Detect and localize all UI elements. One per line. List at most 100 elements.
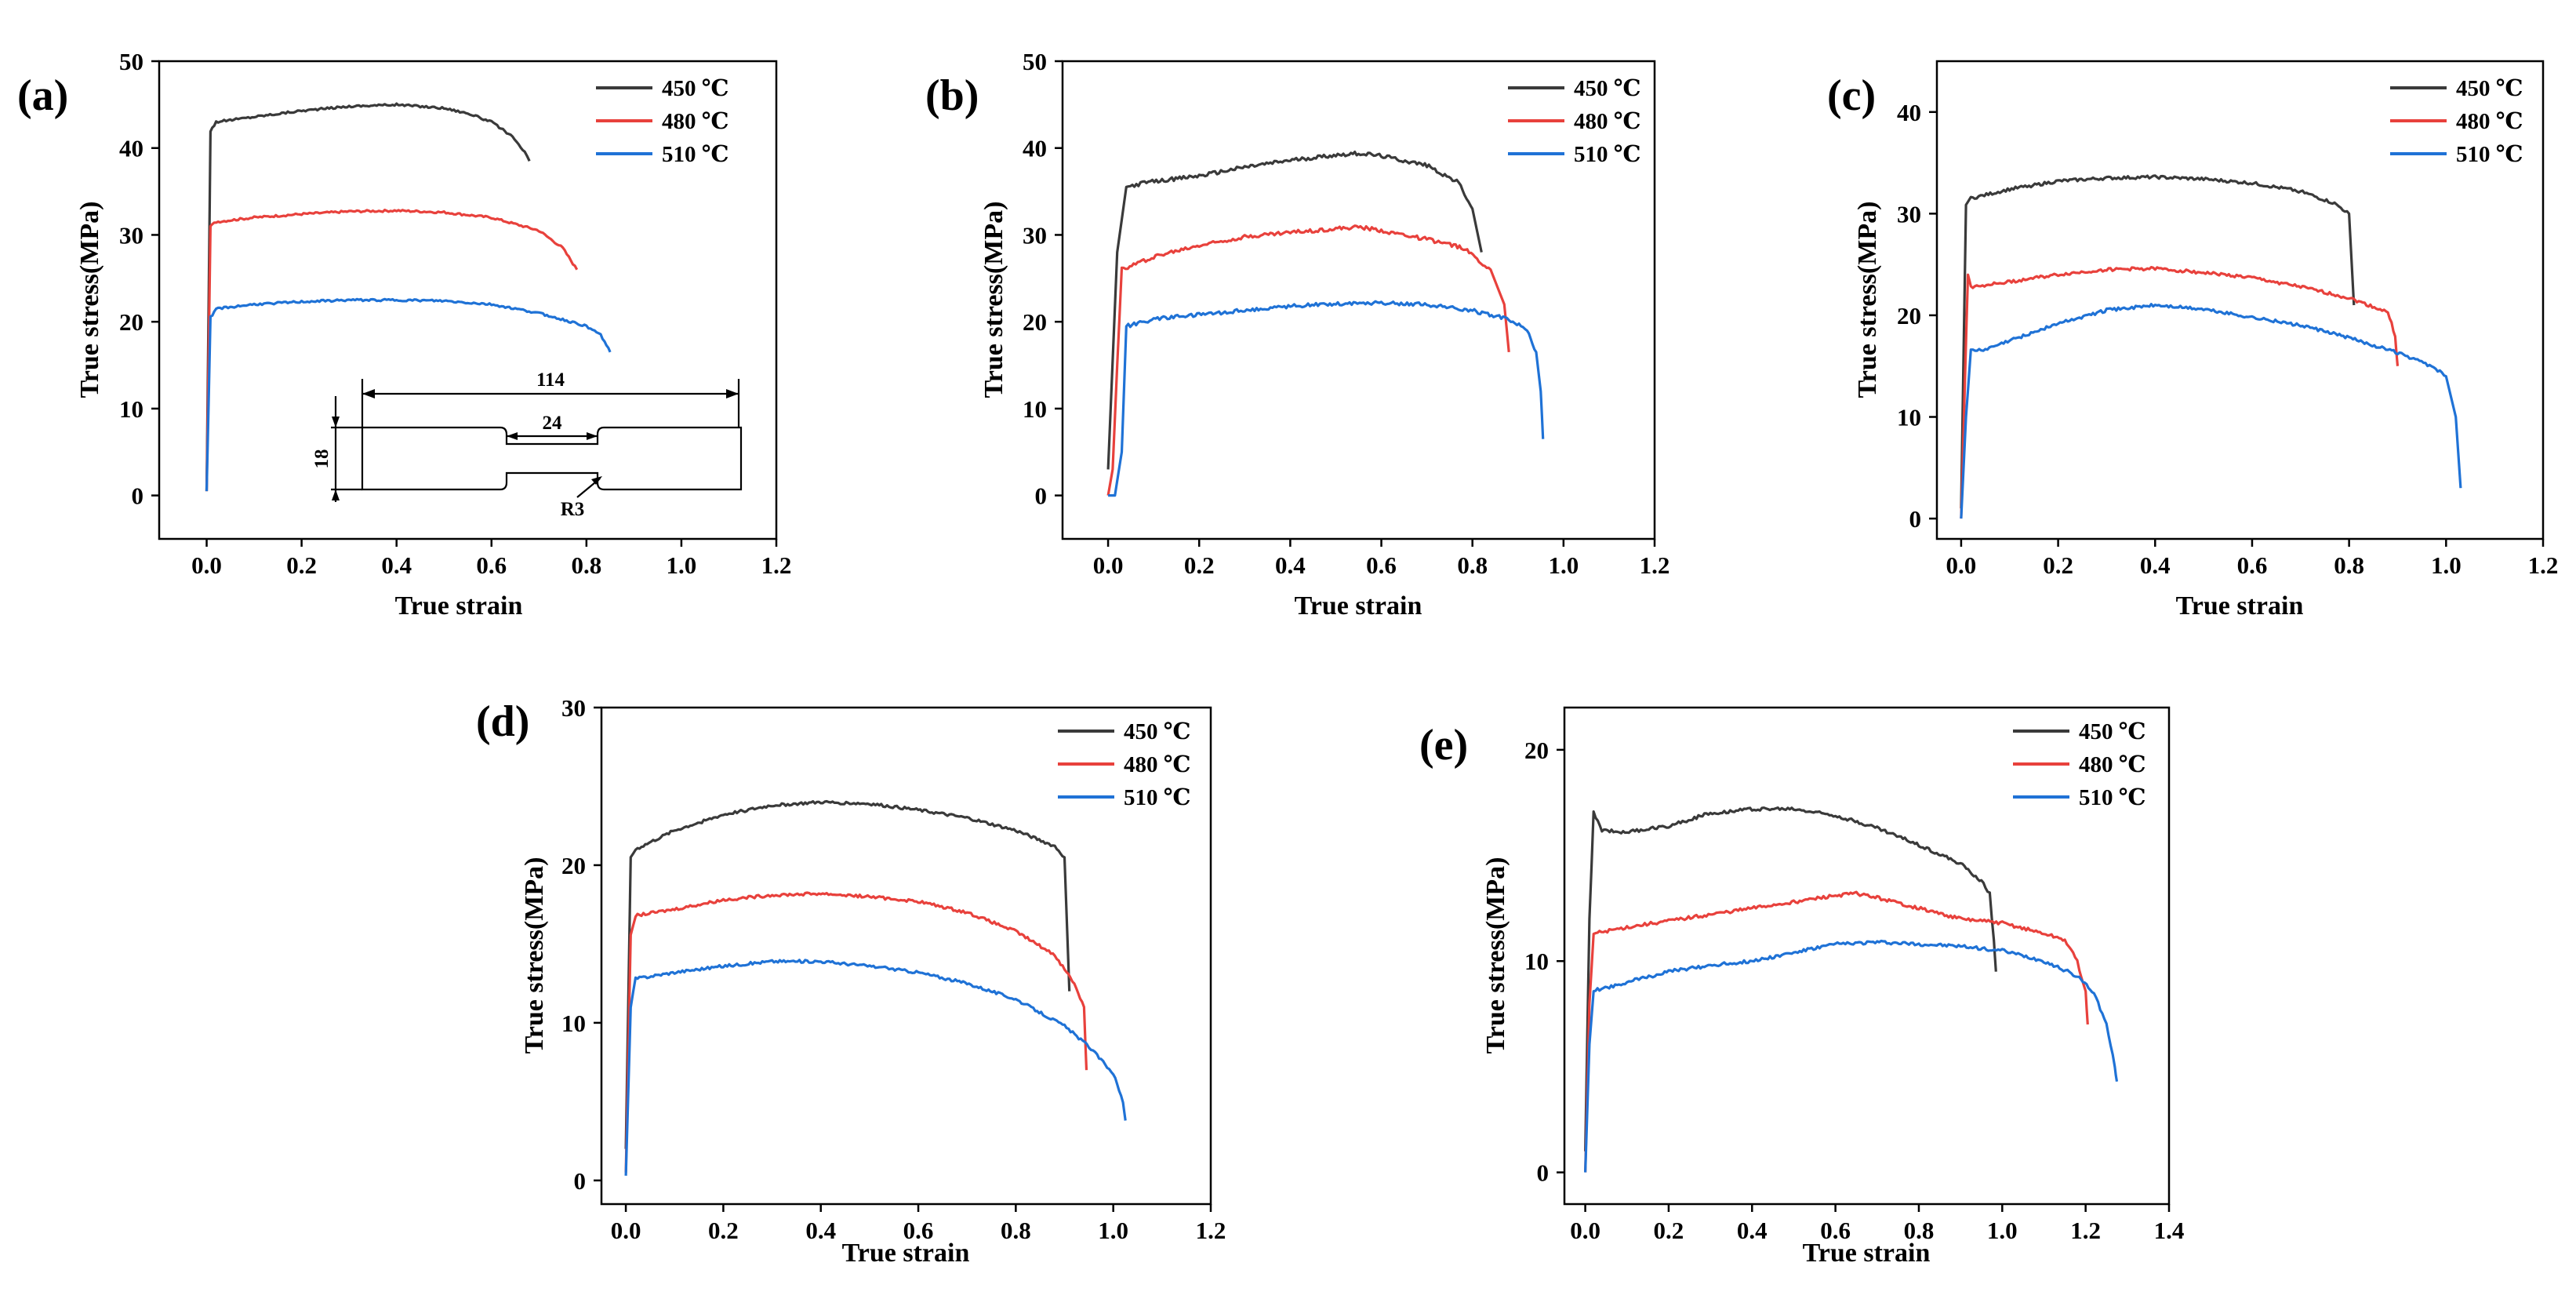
series-line-510	[1108, 300, 1545, 497]
x-tick-label: 0.2	[1654, 1217, 1684, 1244]
series-line-450	[1960, 174, 2356, 509]
y-tick-label: 0	[132, 482, 144, 510]
plot-frame	[1563, 706, 2171, 1206]
legend-label: 450 ℃	[662, 76, 729, 101]
x-axis-label: True strain	[2176, 591, 2304, 620]
x-tick-label: 0.6	[903, 1217, 934, 1244]
x-tick-label: 0.2	[1184, 551, 1215, 579]
x-tick-label: 1.2	[1640, 551, 1670, 579]
legend-label: 510 ℃	[1124, 785, 1191, 810]
radius-label: R3	[561, 499, 585, 520]
series-line-450	[205, 102, 531, 492]
x-tick-label: 0.0	[611, 1217, 641, 1244]
panel-letter: (d)	[476, 697, 529, 746]
x-tick-label: 0.0	[1946, 551, 1977, 579]
specimen-inset: 114 24 18 R3	[311, 369, 743, 520]
y-tick-label: 20	[119, 308, 144, 336]
x-tick-label: 0.0	[1093, 551, 1124, 579]
y-tick-label: 0	[1035, 482, 1048, 510]
x-tick-label: 1.2	[2070, 1217, 2101, 1244]
y-tick-label: 10	[119, 395, 144, 423]
panel-letter: (b)	[925, 71, 979, 120]
plot-frame	[1061, 60, 1656, 540]
radius-arrow	[591, 476, 602, 485]
legend-label: 510 ℃	[1574, 142, 1641, 167]
panel-a: (a) 0.0 0.2 0.4 0.6 0.8 1.0 1.2 0 10 20 30 40 50 True …	[17, 48, 791, 620]
dim-24-arrows	[507, 432, 598, 440]
y-axis-label: True stress(MPa)	[75, 202, 104, 398]
specimen-outline	[361, 426, 743, 491]
series-line-480	[1584, 890, 2089, 1173]
series-line-450	[624, 799, 1071, 1149]
x-tick-label: 0.0	[191, 551, 222, 579]
plot-frame	[158, 60, 778, 540]
y-tick-label: 20	[561, 852, 586, 879]
y-tick-label: 50	[119, 48, 144, 75]
x-tick-label: 0.6	[2237, 551, 2268, 579]
y-tick-label: 0	[574, 1167, 587, 1195]
x-tick-label: 0.4	[381, 551, 412, 579]
y-tick-label: 10	[1524, 948, 1549, 975]
dim-114-label: 114	[536, 369, 565, 391]
y-tick-label: 30	[1023, 221, 1047, 249]
y-axis-label: True stress(MPa)	[979, 202, 1008, 398]
series-line-480	[1960, 266, 2400, 519]
series-line-450	[1106, 151, 1483, 470]
legend-label: 480 ℃	[2079, 752, 2146, 777]
y-tick-label: 0	[1537, 1159, 1550, 1187]
y-tick-label: 10	[1897, 404, 1921, 431]
legend-label: 510 ℃	[662, 142, 729, 167]
y-tick-label: 20	[1897, 302, 1921, 329]
x-tick-label: 0.4	[1737, 1217, 1768, 1244]
x-axis-label: True strain	[395, 591, 523, 620]
y-tick-label: 30	[119, 221, 144, 249]
series-line-480	[205, 209, 579, 492]
panel-e: (e) 0.0 0.2 0.4 0.6 0.8 1.0 1.2 1.4 0 10 20 True str…	[1419, 706, 2184, 1268]
legend-label: 480 ℃	[2456, 109, 2523, 134]
x-tick-label: 1.0	[667, 551, 697, 579]
y-axis-label: True stress(MPa)	[1481, 857, 1510, 1054]
x-tick-label: 1.0	[2431, 551, 2462, 579]
x-tick-label: 0.6	[1366, 551, 1397, 579]
y-tick-label: 40	[1897, 99, 1921, 126]
legend-label: 480 ℃	[1574, 109, 1641, 134]
y-tick-label: 30	[1897, 200, 1921, 227]
y-tick-label: 40	[119, 135, 144, 162]
y-tick-label: 20	[1023, 308, 1047, 336]
y-tick-label: 20	[1524, 737, 1549, 764]
x-tick-label: 1.2	[761, 551, 792, 579]
x-tick-label: 0.6	[476, 551, 507, 579]
y-axis-label: True stress(MPa)	[520, 857, 549, 1054]
x-axis-label: True strain	[1295, 591, 1422, 620]
x-tick-label: 1.2	[2528, 551, 2559, 579]
x-tick-label: 0.4	[805, 1217, 836, 1244]
x-tick-label: 0.4	[1275, 551, 1306, 579]
series-line-480	[624, 891, 1088, 1173]
legend-label: 480 ℃	[1124, 752, 1191, 777]
series-line-510	[205, 297, 612, 492]
x-axis-label: True strain	[842, 1239, 970, 1268]
panel-letter: (a)	[17, 71, 68, 120]
series-line-510	[1584, 939, 2119, 1173]
legend-label: 450 ℃	[2079, 719, 2146, 744]
plot-frame	[1935, 60, 2545, 540]
series-line-510	[624, 959, 1127, 1176]
legend-label: 480 ℃	[662, 109, 729, 134]
dim-18-label: 18	[311, 449, 332, 469]
plot-frame	[600, 706, 1212, 1206]
y-axis-label: True stress(MPa)	[1853, 202, 1882, 398]
panel-letter: (e)	[1419, 721, 1468, 770]
series-line-510	[1960, 303, 2462, 519]
x-tick-label: 0.2	[286, 551, 317, 579]
y-tick-label: 30	[561, 694, 586, 722]
legend-label: 450 ℃	[2456, 76, 2523, 101]
panel-letter: (c)	[1827, 71, 1876, 120]
x-tick-label: 0.8	[571, 551, 601, 579]
panel-c: (c) 0.0 0.2 0.4 0.6 0.8 1.0 1.2 0 10 20 30 40 True st…	[1827, 60, 2559, 620]
x-axis-label: True strain	[1803, 1239, 1931, 1268]
x-tick-label: 0.0	[1570, 1217, 1600, 1244]
y-tick-label: 40	[1023, 135, 1047, 162]
x-tick-label: 0.8	[1457, 551, 1488, 579]
series-line-450	[1584, 806, 1997, 1152]
